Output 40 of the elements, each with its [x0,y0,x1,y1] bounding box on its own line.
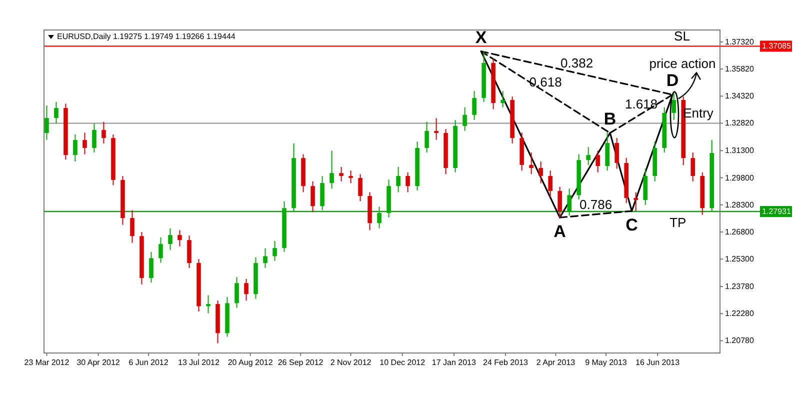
y-tick-label: 1.28300 [725,200,754,210]
y-tick-label: 1.34320 [725,92,754,101]
x-tick-label: 17 Jan 2013 [432,358,477,367]
x-tick-label: 10 Dec 2012 [380,358,426,367]
annotation: 0.618 [529,74,562,90]
annotation: 1.618 [624,96,658,112]
ref-line-label: 1.37085 [762,42,792,51]
annotation: C [626,216,638,235]
y-tick-label: 1.32820 [725,118,754,128]
y-tick-label: 1.26800 [725,227,754,236]
y-tick-label: 1.25300 [725,254,754,264]
annotation: A [554,222,566,242]
annotation: D [666,71,679,90]
x-tick-label: 26 Sep 2012 [278,358,324,367]
y-tick-label: 1.22280 [725,309,754,318]
annotation: 0.382 [560,55,594,70]
x-tick-label: 24 Feb 2013 [483,358,529,367]
annotation: TP [670,215,686,230]
ref-line-label: 1.27931 [762,207,792,216]
annotation: price action [649,56,716,72]
x-tick-label: 2 Nov 2012 [330,358,372,367]
chart-title: EURUSD,Daily 1.19275 1.19749 1.19266 1.19444 [57,32,236,41]
x-tick-label: 2 Apr 2013 [536,358,576,367]
x-tick-label: 16 Jun 2013 [636,358,680,367]
x-tick-label: 9 May 2013 [585,358,628,367]
annotation: X [475,28,488,47]
x-tick-label: 23 Mar 2012 [24,358,70,367]
y-tick-label: 1.35820 [725,64,754,74]
y-tick-label: 1.23780 [725,282,754,292]
annotation: SL [674,28,690,44]
x-tick-label: 13 Jul 2012 [178,358,220,367]
y-tick-label: 1.37320 [725,37,754,46]
y-tick-label: 1.31300 [725,146,754,156]
y-tick-label: 1.29800 [725,173,754,182]
x-tick-label: 20 Aug 2012 [228,358,274,367]
x-tick-label: 30 Apr 2012 [76,358,120,367]
annotation: 0.786 [580,196,612,212]
y-tick-label: 1.20780 [725,336,754,346]
x-tick-label: 6 Jun 2012 [128,358,169,367]
annotation: B [604,109,616,128]
